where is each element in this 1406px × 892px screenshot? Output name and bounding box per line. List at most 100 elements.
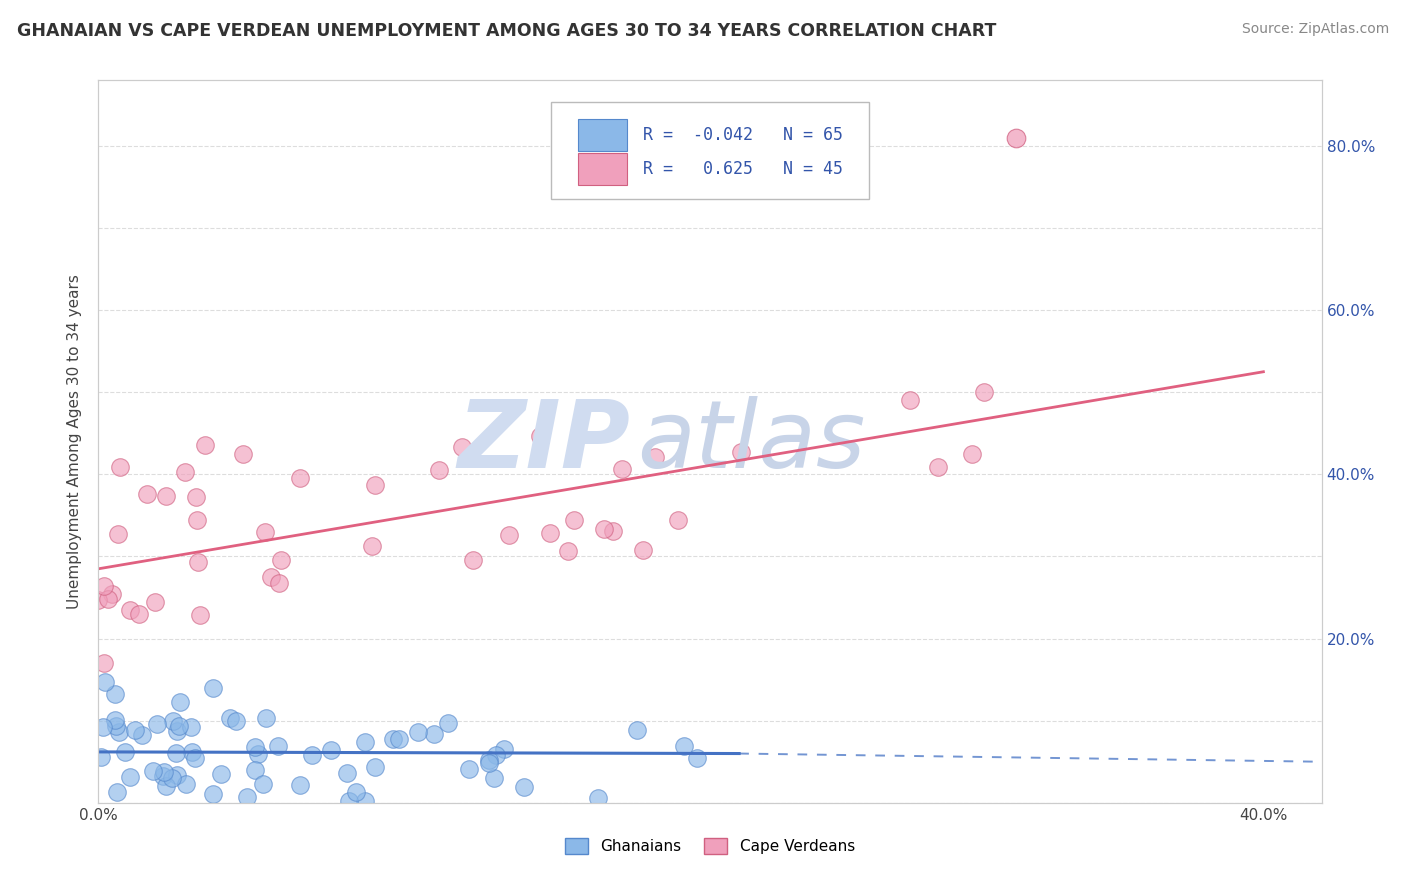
Point bbox=[423, 727, 446, 741]
Point bbox=[478, 753, 501, 767]
Point bbox=[166, 768, 188, 782]
Point bbox=[152, 769, 174, 783]
Point bbox=[602, 524, 624, 538]
Point bbox=[114, 745, 136, 759]
Point bbox=[101, 587, 124, 601]
Point bbox=[120, 603, 142, 617]
Point bbox=[267, 739, 290, 754]
Point bbox=[118, 771, 141, 785]
Point bbox=[93, 675, 115, 690]
Point bbox=[104, 687, 127, 701]
Point bbox=[253, 524, 276, 539]
Point bbox=[927, 459, 949, 474]
Point bbox=[236, 790, 259, 805]
Point bbox=[898, 393, 921, 408]
Point bbox=[252, 777, 274, 791]
Point bbox=[429, 463, 451, 477]
Point bbox=[672, 739, 695, 754]
Legend: Ghanaians, Cape Verdeans: Ghanaians, Cape Verdeans bbox=[560, 832, 860, 860]
Point bbox=[166, 723, 188, 738]
Point bbox=[201, 681, 224, 695]
Point bbox=[180, 745, 202, 759]
Point bbox=[201, 787, 224, 801]
Point bbox=[145, 716, 167, 731]
Point bbox=[232, 447, 254, 461]
Point bbox=[167, 718, 190, 732]
Point bbox=[142, 764, 165, 778]
Point bbox=[498, 527, 520, 541]
Point bbox=[388, 731, 411, 746]
Point bbox=[93, 579, 115, 593]
Point bbox=[270, 553, 292, 567]
Point bbox=[153, 764, 176, 779]
Point bbox=[631, 543, 654, 558]
Point bbox=[538, 525, 561, 540]
Point bbox=[269, 576, 291, 591]
Point bbox=[382, 732, 405, 747]
Point bbox=[1004, 130, 1026, 145]
Point bbox=[105, 784, 128, 798]
Point bbox=[686, 751, 709, 765]
Point bbox=[136, 486, 159, 500]
Point bbox=[169, 695, 191, 709]
Point bbox=[160, 771, 183, 785]
FancyBboxPatch shape bbox=[578, 120, 627, 151]
Point bbox=[610, 462, 633, 476]
Point bbox=[586, 791, 609, 805]
Point bbox=[243, 740, 266, 755]
Point bbox=[194, 438, 217, 452]
Point bbox=[247, 747, 270, 762]
Point bbox=[174, 777, 197, 791]
Point bbox=[174, 465, 197, 479]
Point bbox=[105, 718, 128, 732]
Point bbox=[512, 780, 534, 794]
FancyBboxPatch shape bbox=[551, 102, 869, 200]
Point bbox=[482, 771, 505, 785]
Point bbox=[155, 490, 177, 504]
Point bbox=[124, 723, 146, 737]
Point bbox=[344, 785, 367, 799]
Point bbox=[128, 607, 150, 621]
Point bbox=[960, 447, 983, 461]
Point bbox=[93, 656, 115, 670]
Text: ZIP: ZIP bbox=[457, 395, 630, 488]
Point bbox=[97, 592, 120, 607]
Point bbox=[564, 513, 586, 527]
Point bbox=[162, 714, 184, 728]
Point bbox=[186, 512, 208, 526]
Text: R =   0.625   N = 45: R = 0.625 N = 45 bbox=[643, 161, 842, 178]
Point bbox=[225, 714, 247, 729]
Point bbox=[626, 723, 648, 738]
Point bbox=[973, 385, 995, 400]
Point bbox=[260, 570, 283, 584]
Text: atlas: atlas bbox=[637, 396, 865, 487]
Point bbox=[288, 778, 311, 792]
FancyBboxPatch shape bbox=[578, 153, 627, 185]
Point bbox=[354, 735, 377, 749]
Point bbox=[209, 767, 232, 781]
Text: Source: ZipAtlas.com: Source: ZipAtlas.com bbox=[1241, 22, 1389, 37]
Point bbox=[461, 553, 484, 567]
Point bbox=[406, 724, 429, 739]
Point bbox=[451, 441, 474, 455]
Point bbox=[155, 779, 177, 793]
Point bbox=[436, 716, 458, 731]
Point bbox=[319, 742, 342, 756]
Point bbox=[143, 594, 166, 608]
Point bbox=[492, 741, 515, 756]
Point bbox=[458, 763, 481, 777]
Point bbox=[219, 711, 242, 725]
Point bbox=[666, 514, 689, 528]
Point bbox=[337, 793, 360, 807]
Point bbox=[243, 763, 266, 777]
Point bbox=[593, 522, 616, 536]
Point bbox=[131, 728, 153, 742]
Y-axis label: Unemployment Among Ages 30 to 34 years: Unemployment Among Ages 30 to 34 years bbox=[67, 274, 83, 609]
Point bbox=[180, 720, 202, 734]
Point bbox=[360, 539, 382, 553]
Point bbox=[730, 445, 752, 459]
Point bbox=[644, 450, 666, 465]
Point bbox=[90, 750, 112, 764]
Text: GHANAIAN VS CAPE VERDEAN UNEMPLOYMENT AMONG AGES 30 TO 34 YEARS CORRELATION CHAR: GHANAIAN VS CAPE VERDEAN UNEMPLOYMENT AM… bbox=[17, 22, 997, 40]
Point bbox=[288, 471, 311, 485]
